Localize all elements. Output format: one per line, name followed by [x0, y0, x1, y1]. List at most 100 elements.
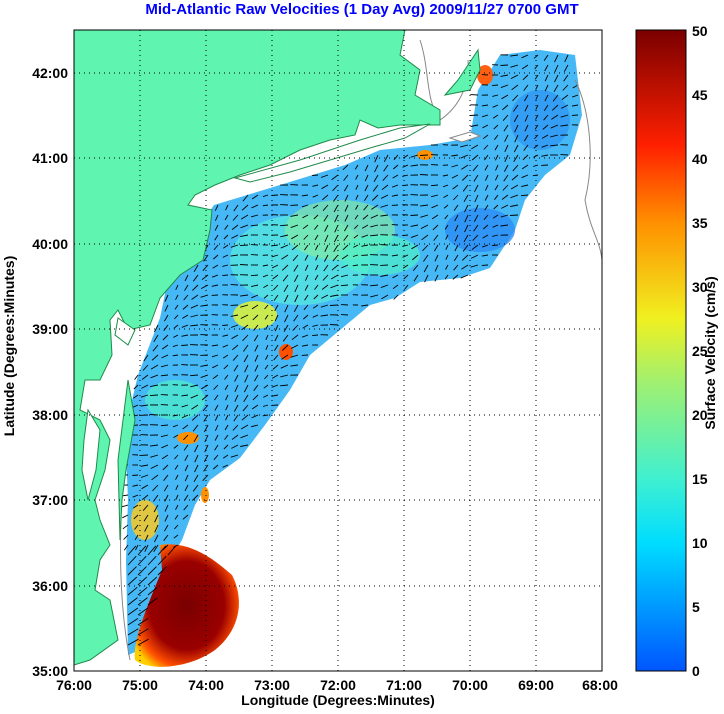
- velocity-arrow: [500, 214, 509, 218]
- velocity-arrow: [324, 244, 329, 252]
- velocity-arrow: [242, 194, 249, 202]
- velocity-arrow: [161, 354, 169, 359]
- colorbar: [635, 29, 687, 672]
- velocity-arrow: [492, 224, 499, 228]
- velocity-arrow: [254, 364, 259, 372]
- velocity-arrow: [352, 254, 359, 257]
- velocity-arrow: [137, 566, 147, 576]
- velocity-arrow: [340, 284, 349, 287]
- velocity-arrow: [470, 264, 479, 268]
- velocity-arrow: [381, 294, 389, 300]
- velocity-arrow: [182, 514, 189, 520]
- velocity-arrow: [293, 304, 299, 313]
- velocity-arrow: [211, 274, 219, 278]
- velocity-arrow: [290, 364, 299, 367]
- velocity-arrow: [329, 324, 339, 326]
- velocity-arrow: [333, 204, 339, 213]
- velocity-arrow: [370, 224, 379, 228]
- velocity-arrow: [294, 294, 299, 303]
- velocity-arrow: [182, 314, 189, 319]
- velocity-arrow: [329, 304, 339, 306]
- velocity-arrow: [442, 184, 449, 188]
- velocity-arrow: [174, 524, 179, 530]
- velocity-arrow: [333, 234, 339, 243]
- velocity-arrow: [354, 224, 359, 230]
- velocity-arrow: [544, 84, 549, 92]
- velocity-arrow: [444, 274, 449, 280]
- x-tick-label: 68:00: [582, 677, 618, 693]
- velocity-arrow: [474, 194, 479, 203]
- velocity-arrow: [503, 174, 509, 182]
- velocity-arrow: [314, 244, 319, 251]
- y-tick-label: 41:00: [32, 150, 68, 166]
- velocity-arrow: [240, 314, 249, 319]
- velocity-arrow: [324, 254, 329, 262]
- velocity-arrow: [344, 214, 349, 222]
- velocity-arrow: [344, 224, 349, 232]
- velocity-arrow: [133, 384, 139, 390]
- velocity-arrow: [182, 424, 189, 430]
- colorbar-tick-label: 25: [692, 343, 708, 359]
- velocity-arrow: [262, 194, 269, 198]
- velocity-arrow: [380, 194, 389, 199]
- velocity-arrow: [223, 234, 229, 240]
- velocity-arrow: [231, 434, 239, 440]
- velocity-arrow: [551, 114, 559, 120]
- velocity-arrow: [504, 164, 509, 172]
- velocity-arrow: [214, 394, 219, 401]
- velocity-arrow: [304, 244, 309, 251]
- velocity-arrow: [334, 224, 339, 233]
- velocity-arrow: [484, 204, 489, 211]
- velocity-arrow: [254, 354, 259, 362]
- velocity-arrow: [181, 394, 189, 397]
- velocity-arrow: [184, 284, 189, 291]
- velocity-arrow: [372, 184, 379, 192]
- velocity-arrow: [323, 214, 329, 222]
- velocity-arrow: [134, 374, 139, 380]
- velocity-arrow: [253, 334, 259, 342]
- velocity-arrow: [291, 244, 299, 251]
- velocity-arrow: [315, 254, 319, 261]
- velocity-arrow: [304, 294, 309, 301]
- velocity-arrow: [312, 184, 319, 187]
- velocity-arrow: [137, 638, 149, 646]
- velocity-arrow: [222, 454, 229, 459]
- velocity-arrow: [194, 454, 199, 463]
- velocity-arrow: [121, 504, 129, 508]
- velocity-arrow: [127, 607, 139, 616]
- y-tick-label: 35:00: [32, 663, 68, 679]
- velocity-arrow: [163, 474, 169, 481]
- velocity-arrow: [534, 124, 539, 130]
- velocity-arrow: [190, 394, 199, 399]
- velocity-arrow: [344, 194, 349, 202]
- velocity-arrow: [135, 544, 139, 551]
- velocity-arrow: [294, 284, 299, 293]
- velocity-arrow: [280, 224, 289, 227]
- velocity-arrow: [154, 514, 159, 523]
- x-tick-label: 76:00: [56, 677, 92, 693]
- velocity-arrow: [173, 534, 179, 539]
- velocity-arrow: [495, 164, 499, 171]
- velocity-arrow: [402, 254, 409, 258]
- velocity-arrow: [140, 464, 149, 467]
- velocity-arrow: [191, 414, 199, 421]
- velocity-arrow: [492, 214, 499, 219]
- velocity-arrow: [222, 344, 229, 348]
- velocity-arrow: [410, 164, 419, 167]
- velocity-arrow: [392, 184, 399, 188]
- velocity-arrow: [225, 414, 229, 421]
- velocity-arrow: [271, 264, 279, 269]
- velocity-arrow: [184, 484, 189, 492]
- velocity-arrow: [192, 284, 199, 291]
- velocity-arrow: [371, 204, 379, 210]
- velocity-arrow: [251, 204, 259, 209]
- velocity-arrow: [355, 194, 359, 200]
- velocity-arrow: [263, 394, 269, 398]
- velocity-arrow: [263, 294, 269, 299]
- velocity-arrow: [404, 284, 409, 290]
- velocity-arrow: [231, 334, 239, 340]
- velocity-arrow: [192, 424, 199, 432]
- velocity-arrow: [239, 244, 249, 247]
- velocity-arrow: [222, 354, 229, 359]
- velocity-arrow: [314, 284, 319, 290]
